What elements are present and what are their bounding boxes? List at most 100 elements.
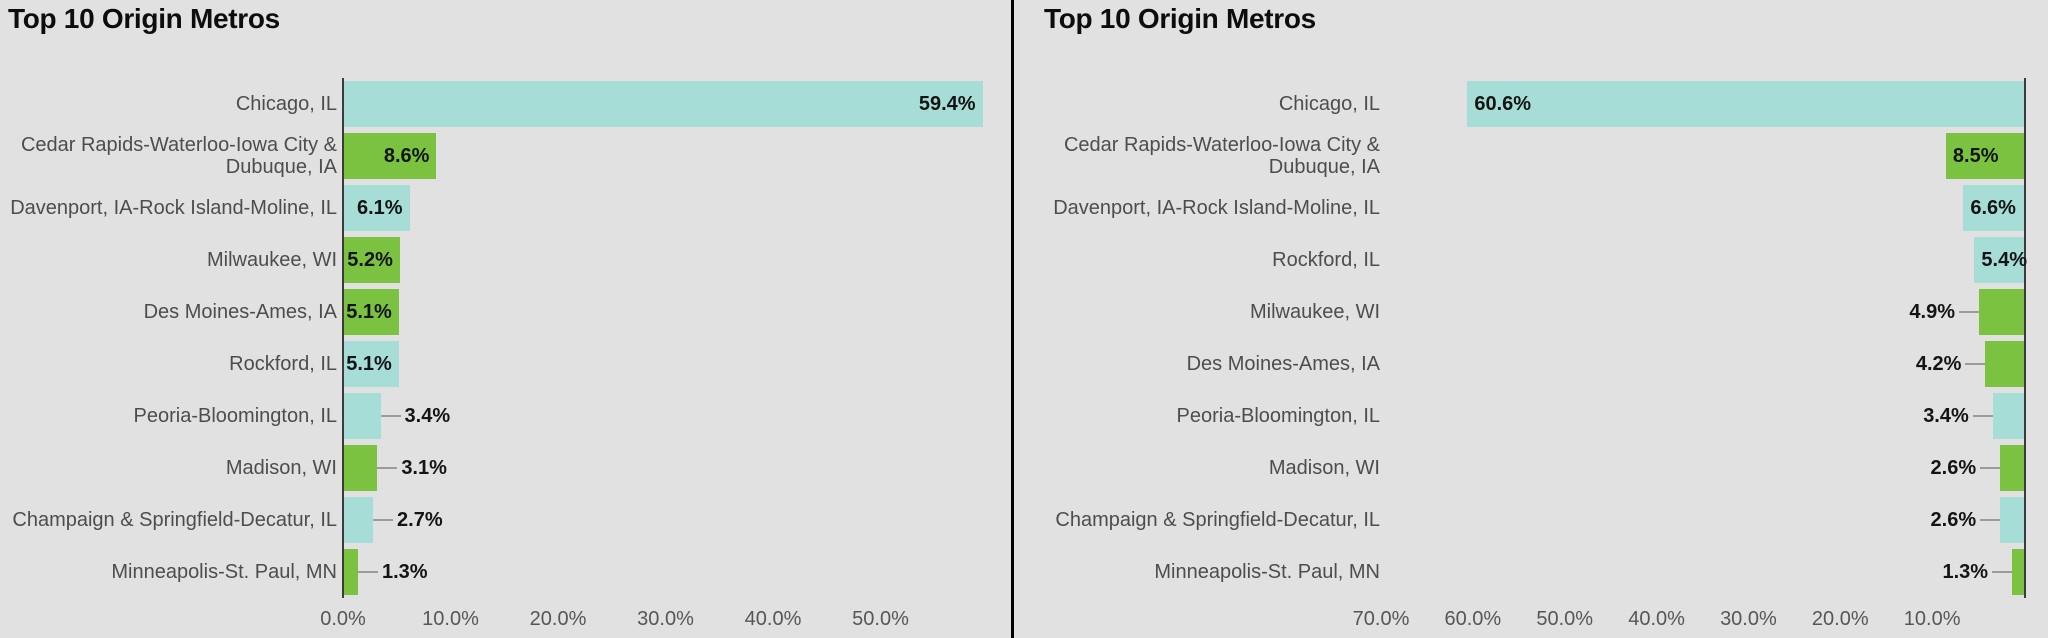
chart-panel-right: Top 10 Origin Metros Chicago, IL Cedar Ra… [1014, 0, 2048, 638]
bar-value-label: 3.1% [401, 456, 447, 479]
bar-value-label-outside: 2.6% [1931, 497, 1977, 543]
bar-value-label: 4.9% [1909, 300, 1955, 323]
x-axis-ticks: 0.0% 10.0% 20.0% 30.0% 40.0% 50.0% [320, 608, 988, 638]
category-label: Peoria-Bloomington, IL [1176, 405, 1380, 427]
bar-value-label-outside: 4.9% [1909, 289, 1955, 335]
leader-line [1972, 415, 1993, 417]
bar[interactable] [1979, 289, 2024, 335]
x-tick-label: 20.0% [1811, 608, 1869, 630]
bar-value-label: 4.2% [1915, 352, 1962, 375]
bar[interactable]: 6.6% [1963, 185, 2024, 231]
category-label: Minneapolis-St. Paul, MN [1154, 561, 1380, 583]
category-label: Rockford, IL [1272, 249, 1380, 271]
bar-value-label: 3.4% [404, 404, 451, 427]
bar-value-label: 2.7% [397, 508, 443, 531]
category-label: Champaign & Springfield-Decatur, IL [1055, 509, 1380, 531]
category-label: Chicago, IL [235, 93, 337, 115]
bar[interactable]: 5.1% [344, 341, 399, 387]
leader-line [1980, 519, 2001, 521]
bar[interactable]: 5.2% [344, 237, 400, 283]
x-tick-label: 30.0% [637, 608, 694, 630]
category-label: Madison, WI [225, 457, 337, 479]
leader-line [1992, 571, 2013, 573]
plot-area: 60.6% 8.5% 6.6% 5.4% 4.9% 4.2% 3.4% 2.6% 2.6% 1.3… [1381, 0, 2027, 638]
y-axis-line [342, 78, 344, 598]
bar-value-label: 3.4% [1923, 404, 1969, 427]
bar-value-label: 5.2% [347, 248, 393, 271]
x-axis-ticks: 70.0% 60.0% 50.0% 40.0% 30.0% 20.0% 10.0% [1353, 608, 2024, 638]
bar-value-label-outside: 3.4% [1923, 393, 1969, 439]
bar-value-label-outside: 2.6% [1931, 445, 1977, 491]
leader-line [377, 467, 398, 469]
bar-value-label: 8.5% [1952, 144, 1999, 167]
bar[interactable]: 8.6% [344, 133, 437, 179]
leader-line [373, 519, 394, 521]
bar[interactable] [344, 549, 358, 595]
bar[interactable]: 59.4% [344, 81, 983, 127]
bar[interactable] [344, 445, 378, 491]
x-tick-label: 60.0% [1444, 608, 1502, 630]
bar-value-label-outside: 4.2% [1916, 341, 1962, 387]
category-label: Davenport, IA-Rock Island-Moline, IL [1053, 197, 1380, 219]
bar[interactable]: 5.4% [1974, 237, 2027, 283]
bar-value-label: 6.6% [1970, 196, 2016, 219]
x-tick-label: 50.0% [852, 608, 909, 630]
category-label: Des Moines-Ames, IA [1186, 353, 1380, 375]
bar-value-label: 1.3% [381, 560, 428, 583]
category-labels: Chicago, IL Cedar Rapids-Waterloo-Iowa Ci… [1050, 0, 1380, 638]
category-label: Chicago, IL [1278, 93, 1380, 115]
leader-line [1959, 311, 1979, 313]
category-label: Davenport, IA-Rock Island-Moline, IL [10, 197, 337, 219]
bar-value-label: 60.6% [1474, 92, 1532, 115]
bar-value-label: 5.1% [346, 352, 392, 375]
bar[interactable] [344, 497, 374, 543]
category-labels: Chicago, IL Cedar Rapids-Waterloo-Iowa Ci… [4, 0, 337, 638]
bar-value-label: 5.4% [1981, 248, 2027, 271]
x-tick-label: 30.0% [1720, 608, 1777, 630]
category-label: Cedar Rapids-Waterloo-Iowa City & Dubuqu… [20, 134, 337, 178]
leader-line [380, 415, 401, 417]
bar[interactable]: 6.1% [344, 185, 410, 231]
y-axis-line [2024, 78, 2026, 598]
category-label: Minneapolis-St. Paul, MN [111, 561, 337, 583]
bar-value-label: 2.6% [1930, 508, 1977, 531]
bar[interactable] [2000, 497, 2024, 543]
category-label: Cedar Rapids-Waterloo-Iowa City & Dubuqu… [1063, 134, 1380, 178]
x-tick-label: 10.0% [422, 608, 479, 630]
plot-area: 59.4% 8.6% 6.1% 5.2% 5.1% 5.1% 3.4% 3.1% 2.7% 1.3… [344, 0, 989, 638]
chart-title: Top 10 Origin Metros [8, 3, 280, 34]
bar[interactable] [1985, 341, 2024, 387]
bar[interactable] [2012, 549, 2024, 595]
chart-title: Top 10 Origin Metros [1044, 3, 1316, 34]
category-label: Milwaukee, WI [1249, 301, 1380, 323]
bar[interactable]: 8.5% [1945, 133, 2024, 179]
category-label: Milwaukee, WI [206, 249, 337, 271]
bar-value-label: 8.6% [383, 144, 430, 167]
category-label: Des Moines-Ames, IA [143, 301, 337, 323]
category-label: Madison, WI [1268, 457, 1380, 479]
category-label: Peoria-Bloomington, IL [133, 405, 337, 427]
category-label: Champaign & Springfield-Decatur, IL [12, 509, 337, 531]
bar-value-label: 6.1% [356, 196, 403, 219]
category-label: Rockford, IL [229, 353, 337, 375]
bar[interactable] [344, 393, 381, 439]
bar-value-label-outside: 3.4% [405, 393, 451, 439]
bar-value-label: 1.3% [1942, 560, 1989, 583]
leader-line [357, 571, 378, 573]
bar-value-label: 59.4% [918, 92, 976, 115]
x-tick-label: 10.0% [1903, 608, 1961, 630]
bar-value-label: 2.6% [1930, 456, 1977, 479]
bar-value-label-outside: 1.3% [382, 549, 428, 595]
bar[interactable]: 5.1% [344, 289, 399, 335]
bar-value-label-outside: 1.3% [1942, 549, 1988, 595]
bar-value-label-outside: 3.1% [401, 445, 447, 491]
leader-line [1980, 467, 2001, 469]
bar[interactable] [1992, 393, 2024, 439]
bar-value-label: 5.1% [346, 300, 392, 323]
x-tick-label: 40.0% [1628, 608, 1685, 630]
bar[interactable] [2000, 445, 2024, 491]
leader-line [1965, 363, 1986, 365]
bar-value-label-outside: 2.7% [397, 497, 443, 543]
bar[interactable]: 60.6% [1467, 81, 2024, 127]
